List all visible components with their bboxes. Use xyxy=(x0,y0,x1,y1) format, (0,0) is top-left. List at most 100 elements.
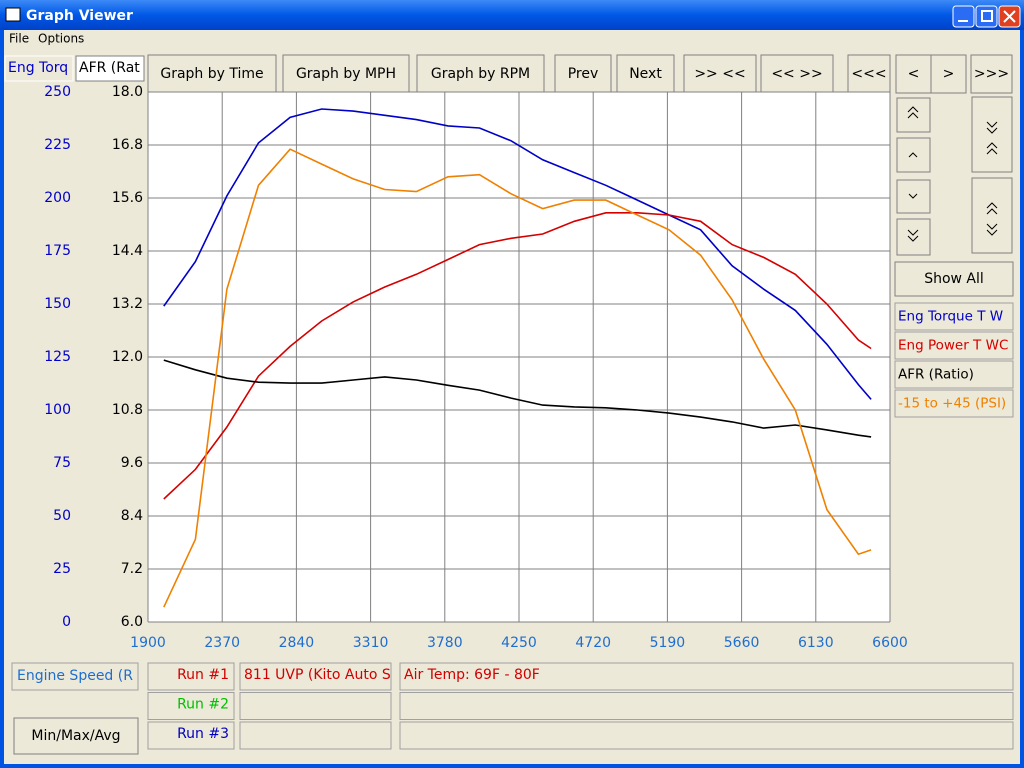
run-label: Run #1 xyxy=(177,667,229,683)
run-note-field xyxy=(399,692,1014,720)
toolbar-button[interactable]: Prev xyxy=(554,54,612,94)
button-label: Graph by RPM xyxy=(431,66,530,82)
run-note: Air Temp: 69F - 80F xyxy=(404,667,540,683)
y-tick-label: 125 xyxy=(44,349,71,365)
series-line xyxy=(163,359,872,438)
button-label: Min/Max/Avg xyxy=(31,728,120,744)
toolbar-button[interactable]: < xyxy=(895,54,932,94)
toolbar-button[interactable]: >>> xyxy=(970,54,1013,94)
toolbar-button[interactable]: Graph by RPM xyxy=(416,54,545,94)
toolbar-button[interactable]: Graph by MPH xyxy=(282,54,410,94)
menu-item[interactable]: Options xyxy=(38,32,84,46)
x-channel-label: Engine Speed (R xyxy=(17,668,133,684)
scroll-button[interactable] xyxy=(896,137,931,173)
x-tick-label: 5660 xyxy=(724,635,760,651)
axis-tab-label: AFR (Rat xyxy=(79,60,140,76)
app-icon xyxy=(5,7,21,22)
toolbar-button[interactable]: Next xyxy=(616,54,675,94)
legend-entry[interactable] xyxy=(894,331,1014,360)
window-title: Graph Viewer xyxy=(26,8,133,24)
button-label: Graph by Time xyxy=(160,66,263,82)
run-file: 811 UVP (Kito Auto S xyxy=(244,667,391,683)
x-tick-label: 1900 xyxy=(130,635,166,651)
y2-tick-label: 7.2 xyxy=(121,561,143,577)
legend-label: Eng Torque T W xyxy=(898,309,1003,325)
button-face xyxy=(760,54,834,94)
toolbar-button[interactable]: << >> xyxy=(760,54,834,94)
axis-tab[interactable] xyxy=(75,55,145,82)
legend-label: -15 to +45 (PSI) xyxy=(898,396,1006,412)
run-note-field xyxy=(399,662,1014,691)
button-label: Prev xyxy=(568,66,599,82)
zoom-button[interactable] xyxy=(971,96,1013,173)
y-tick-label: 175 xyxy=(44,243,71,259)
y2-tick-label: 6.0 xyxy=(121,614,143,630)
axis-tab[interactable] xyxy=(4,55,74,82)
button-label: >>> xyxy=(974,66,1009,82)
button-face xyxy=(147,54,277,94)
y2-tick-label: 18.0 xyxy=(112,84,143,100)
y2-tick-label: 8.4 xyxy=(121,508,143,524)
y-tick-label: 25 xyxy=(53,561,71,577)
y2-tick-label: 13.2 xyxy=(112,296,143,312)
legend-label: Eng Power T WC xyxy=(898,338,1008,354)
y2-tick-label: 9.6 xyxy=(121,455,143,471)
show-all-button[interactable]: Show All xyxy=(894,261,1014,297)
button-label: Show All xyxy=(924,271,984,287)
x-tick-label: 6130 xyxy=(798,635,834,651)
axis-tab-label: Eng Torq xyxy=(8,60,68,76)
y-tick-label: 100 xyxy=(44,402,71,418)
button-face xyxy=(930,54,967,94)
y2-tick-label: 15.6 xyxy=(112,190,143,206)
legend-label: AFR (Ratio) xyxy=(898,367,974,383)
button-face xyxy=(683,54,757,94)
x-tick-label: 6600 xyxy=(872,635,908,651)
button-face xyxy=(895,54,932,94)
window-control-icons xyxy=(958,10,1016,23)
button-face xyxy=(616,54,675,94)
toolbar-button[interactable]: <<< xyxy=(847,54,891,94)
run-label: Run #3 xyxy=(177,726,229,742)
run-file-field xyxy=(239,721,392,750)
button-face xyxy=(282,54,410,94)
series-line xyxy=(163,148,872,608)
legend-entry[interactable] xyxy=(894,360,1014,389)
scroll-button[interactable] xyxy=(896,179,931,214)
y-tick-label: 75 xyxy=(53,455,71,471)
button-label: Graph by MPH xyxy=(296,66,396,82)
plot: 1900 2370 2840 3310 3780 4250 4720 5190 5660 6130… xyxy=(44,84,908,651)
y-tick-label: 50 xyxy=(53,508,71,524)
x-tick-label: 2840 xyxy=(279,635,315,651)
y-tick-label: 200 xyxy=(44,190,71,206)
run-file-field xyxy=(239,662,392,691)
button-face xyxy=(416,54,545,94)
runs: Run #1 811 UVP (Kito Auto S Air Temp: 69F … xyxy=(147,662,1014,750)
side-panel: Show All Eng Torque T W Eng Power T WC AFR… xyxy=(894,96,1014,418)
button-label: << >> xyxy=(771,66,822,82)
x-tick-label: 3780 xyxy=(427,635,463,651)
legend-entry[interactable] xyxy=(894,302,1014,331)
run-note-field xyxy=(399,721,1014,750)
zoom-button[interactable] xyxy=(971,177,1013,254)
toolbar-button[interactable]: >> << xyxy=(683,54,757,94)
y2-tick-label: 10.8 xyxy=(112,402,143,418)
toolbar-button[interactable]: > xyxy=(930,54,967,94)
toolbar: Graph by Time Graph by MPH Graph by RPM Pre… xyxy=(147,54,1013,94)
scroll-button[interactable] xyxy=(896,218,931,256)
toolbar-button[interactable]: Graph by Time xyxy=(147,54,277,94)
title-bar xyxy=(0,0,1024,30)
minimize-button[interactable] xyxy=(952,5,975,28)
x-tick-label: 5190 xyxy=(650,635,686,651)
legend-entry[interactable] xyxy=(894,389,1014,418)
x-channel-field[interactable] xyxy=(11,662,139,691)
run-label-field xyxy=(147,662,235,691)
min-max-avg-button[interactable]: Min/Max/Avg xyxy=(13,717,139,755)
run-label: Run #2 xyxy=(177,697,229,713)
maximize-button[interactable] xyxy=(975,5,998,28)
menu-item[interactable]: File xyxy=(9,32,29,46)
button-label: < xyxy=(908,66,920,82)
run-file-field xyxy=(239,692,392,720)
scroll-button[interactable] xyxy=(896,97,931,133)
y-tick-label: 0 xyxy=(62,614,71,630)
